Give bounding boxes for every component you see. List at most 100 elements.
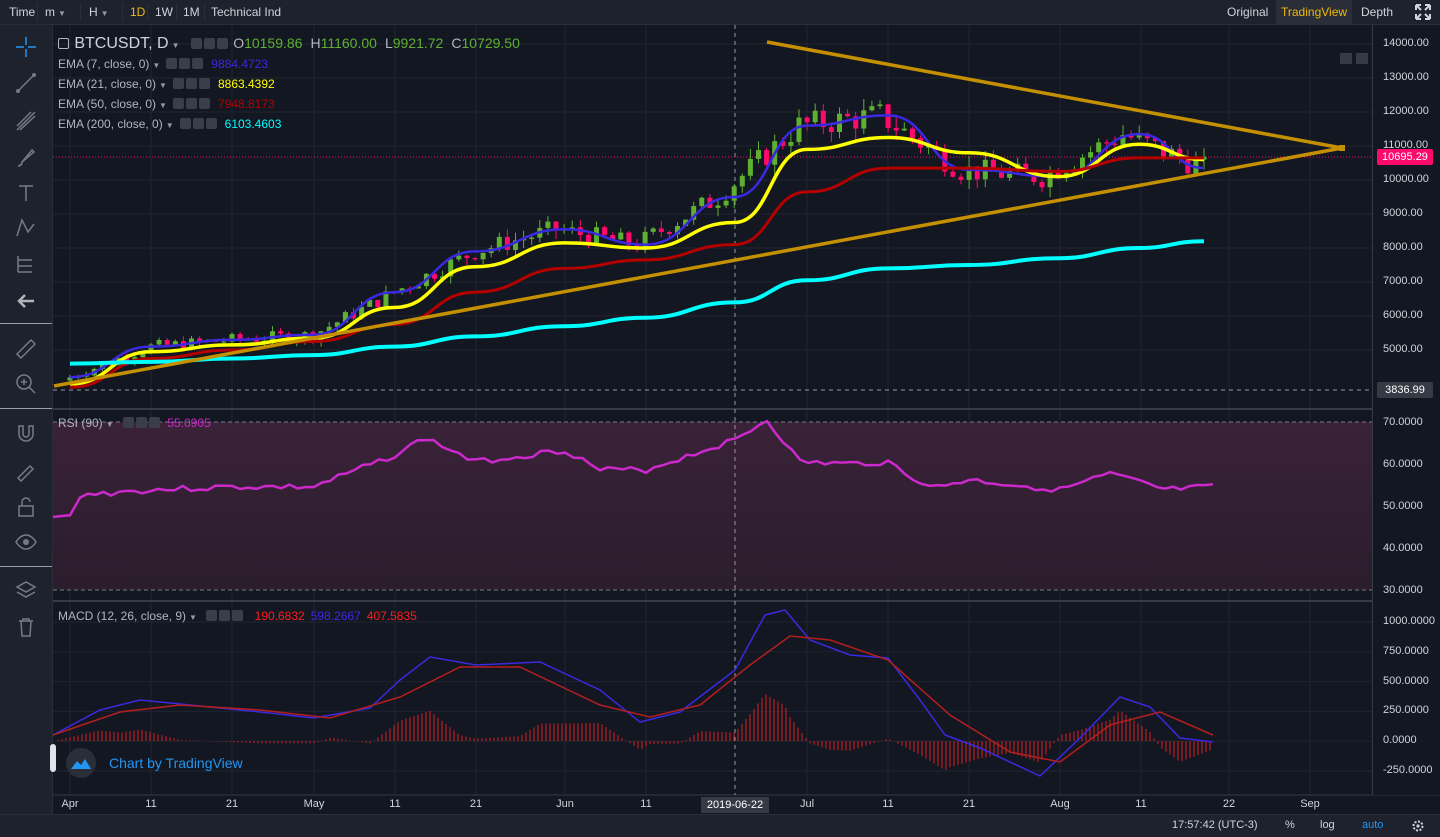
collapse-handle[interactable] xyxy=(50,744,56,772)
eye-icon[interactable] xyxy=(179,58,191,69)
lock-drawing-icon[interactable] xyxy=(14,458,38,482)
trash-icon[interactable] xyxy=(14,615,38,639)
eye-icon[interactable] xyxy=(135,417,147,428)
log-toggle[interactable]: log xyxy=(1320,819,1335,831)
time-tick: 22 xyxy=(1222,798,1236,810)
pattern-icon[interactable] xyxy=(14,216,38,240)
branding[interactable]: Chart by TradingView xyxy=(66,748,243,778)
candle-body xyxy=(472,258,478,260)
candle-body xyxy=(602,227,608,235)
settings-icon[interactable] xyxy=(206,610,218,621)
eye-icon[interactable] xyxy=(219,610,231,621)
chevron-down-icon[interactable]: ▼ xyxy=(171,41,180,50)
topbar-button-0[interactable]: Time xyxy=(9,5,36,19)
candle-body xyxy=(294,339,300,343)
magnet-icon[interactable] xyxy=(14,422,38,446)
text-icon[interactable] xyxy=(14,181,38,205)
ema-name[interactable]: EMA (50, close, 0) xyxy=(58,97,157,111)
eye-icon[interactable] xyxy=(185,98,197,109)
close-icon[interactable] xyxy=(148,417,160,428)
layers-icon[interactable] xyxy=(14,579,38,603)
candle-body xyxy=(869,106,875,111)
candle-body xyxy=(982,159,988,180)
ema-name[interactable]: EMA (7, close, 0) xyxy=(58,57,150,71)
ruler-icon[interactable] xyxy=(14,337,38,361)
candle-body xyxy=(488,248,494,253)
price-tick: 70.0000 xyxy=(1383,416,1423,428)
settings-icon[interactable] xyxy=(122,417,134,428)
ema-lines xyxy=(69,114,1205,389)
candle-body xyxy=(448,259,454,277)
collapse-icon[interactable] xyxy=(58,38,69,49)
candle-body xyxy=(723,200,729,206)
crosshair-icon[interactable] xyxy=(14,35,38,59)
topbar-button-5[interactable]: 1M xyxy=(183,5,200,19)
view-toggle-1[interactable]: TradingView xyxy=(1276,0,1353,24)
settings-icon[interactable] xyxy=(166,58,178,69)
candle-body xyxy=(375,299,381,308)
price-tick: 40.0000 xyxy=(1383,542,1423,554)
topbar-button-3[interactable]: 1D xyxy=(130,5,146,19)
brush-icon[interactable] xyxy=(14,146,38,170)
topbar-button-1[interactable]: m ▼ xyxy=(45,5,66,19)
view-toggle-0[interactable]: Original xyxy=(1227,5,1269,19)
pitchfork-icon[interactable] xyxy=(14,109,38,133)
ema-value: 7948.8173 xyxy=(217,97,275,111)
candle-body xyxy=(926,146,932,148)
close-icon[interactable] xyxy=(192,58,204,69)
percent-toggle[interactable]: % xyxy=(1285,819,1295,831)
ema-name[interactable]: EMA (200, close, 0) xyxy=(58,117,163,131)
close-icon[interactable] xyxy=(232,610,244,621)
legend-buttons[interactable] xyxy=(190,37,230,51)
chevron-down-icon[interactable]: ▼ xyxy=(159,81,167,90)
price-tick: 14000.00 xyxy=(1383,37,1429,49)
time-tick: 11 xyxy=(882,798,894,810)
chevron-down-icon[interactable]: ▼ xyxy=(189,613,197,622)
back-arrow-icon[interactable] xyxy=(14,289,38,313)
topbar-button-2[interactable]: H ▼ xyxy=(89,5,109,19)
symbol-name[interactable]: BTCUSDT, D xyxy=(74,35,169,52)
eye-icon[interactable] xyxy=(14,530,38,554)
price-scale[interactable]: 14000.00 13000.00 12000.00 11000.00 10000.00… xyxy=(1372,25,1440,795)
close-icon[interactable] xyxy=(198,98,210,109)
chevron-down-icon[interactable]: ▼ xyxy=(105,420,114,429)
chevron-down-icon[interactable]: ▼ xyxy=(159,101,167,110)
chevron-down-icon[interactable]: ▼ xyxy=(152,61,161,70)
candle-body xyxy=(367,299,373,307)
unlock-icon[interactable] xyxy=(14,495,38,519)
fullscreen-button[interactable] xyxy=(1408,0,1436,24)
view-toggle-2[interactable]: Depth xyxy=(1361,5,1394,19)
time-axis[interactable]: Apr 11 21 May 11 21 Jun 11 Jul 11 21 Aug 11 22 Sep xyxy=(53,795,1372,814)
candle-body xyxy=(342,312,348,323)
gear-icon[interactable] xyxy=(1411,819,1425,833)
close-icon[interactable] xyxy=(205,118,217,129)
prediction-icon[interactable] xyxy=(14,252,38,276)
trend-line-icon[interactable] xyxy=(14,71,38,95)
zoom-in-icon[interactable] xyxy=(14,372,38,396)
candle-body xyxy=(1152,138,1158,141)
ema-value: 9884.4723 xyxy=(211,57,269,71)
time-tick: Apr xyxy=(61,798,79,810)
ema-line-1 xyxy=(69,135,1205,386)
candle-body xyxy=(966,166,972,180)
ohlc-label: L xyxy=(384,35,393,51)
price-tick: -250.0000 xyxy=(1383,764,1433,776)
topbar-button-6[interactable]: Technical Ind xyxy=(211,5,282,19)
chevron-down-icon[interactable]: ▼ xyxy=(165,121,174,130)
eye-icon[interactable] xyxy=(192,118,204,129)
macd-name[interactable]: MACD (12, 26, close, 9) xyxy=(58,609,187,623)
candle-body xyxy=(739,175,745,187)
settings-icon[interactable] xyxy=(179,118,191,129)
settings-icon[interactable] xyxy=(172,98,184,109)
price-tick: 1000.0000 xyxy=(1383,615,1435,627)
ema-value: 8863.4392 xyxy=(217,77,275,91)
close-icon[interactable] xyxy=(198,78,210,89)
eye-icon[interactable] xyxy=(185,78,197,89)
rsi-name[interactable]: RSI (90) xyxy=(58,416,103,430)
last-price-label: 10695.29 xyxy=(1377,149,1433,165)
settings-icon[interactable] xyxy=(172,78,184,89)
ema-name[interactable]: EMA (21, close, 0) xyxy=(58,77,157,91)
candle-body xyxy=(391,291,397,293)
topbar-button-4[interactable]: 1W xyxy=(155,5,173,19)
auto-toggle[interactable]: auto xyxy=(1362,819,1384,831)
